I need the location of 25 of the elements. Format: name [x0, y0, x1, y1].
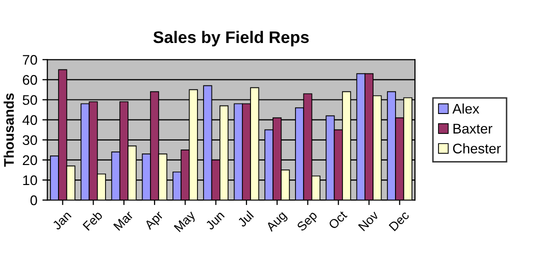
y-axis-title: Thousands [4, 93, 14, 167]
y-tick-label: 30 [22, 135, 38, 146]
y-tick-label: 40 [22, 115, 38, 125]
legend-label: Alex [452, 103, 480, 114]
x-tick-label: Sep [296, 210, 320, 234]
x-tick-label: Mar [113, 210, 134, 231]
x-tick-label: Jul [236, 210, 254, 228]
x-tick-label: Jun [205, 210, 225, 230]
x-tick-label: Jan [52, 210, 72, 230]
x-tick-label: May [174, 210, 198, 234]
y-tick-label: 70 [22, 54, 38, 65]
x-tick-label: Aug [265, 210, 289, 234]
y-tick-label: 20 [22, 155, 38, 166]
x-tick-label: Oct [328, 210, 348, 230]
x-tick-label: Apr [144, 210, 166, 232]
y-tick-label: 50 [22, 95, 38, 105]
legend-label: Baxter [454, 124, 492, 134]
y-tick-label: 10 [23, 175, 38, 186]
y-tick-label: 60 [22, 75, 38, 85]
x-tick-label: Feb [82, 210, 103, 231]
y-tick-label: 0 [30, 195, 38, 206]
legend-label: Chester [453, 143, 501, 154]
chart-title: Sales by Field Reps [153, 30, 309, 46]
x-tick-label: Nov [358, 210, 380, 232]
x-tick-label: Dec [388, 210, 410, 232]
